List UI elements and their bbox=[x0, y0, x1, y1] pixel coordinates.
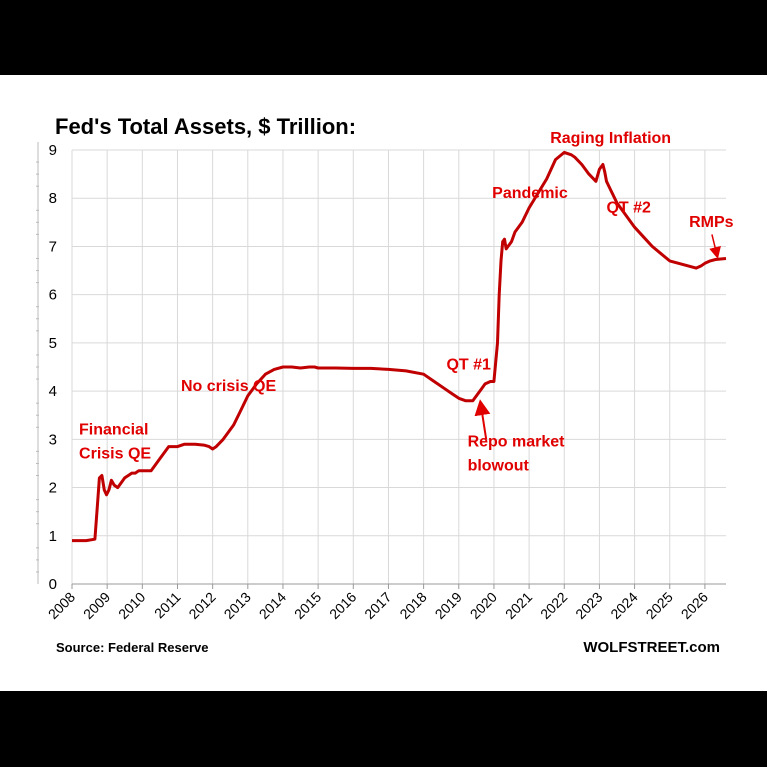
annotation-label: Financial bbox=[79, 422, 148, 439]
x-tick-label: 2009 bbox=[80, 589, 113, 622]
x-tick-label: 2012 bbox=[185, 589, 218, 622]
x-tick-label: 2013 bbox=[221, 589, 254, 622]
annotations: Financial Crisis QE No crisis QE QT #1 Pande… bbox=[79, 130, 734, 475]
y-tick-label: 0 bbox=[49, 576, 57, 593]
annotation-label: Raging Inflation bbox=[550, 130, 671, 147]
x-tick-label: 2025 bbox=[643, 589, 676, 622]
x-tick-label: 2026 bbox=[678, 589, 711, 622]
annotation-label: blowout bbox=[468, 458, 530, 475]
x-tick-label: 2019 bbox=[432, 589, 465, 622]
series-line bbox=[72, 150, 727, 543]
rmp-arrow bbox=[709, 234, 721, 260]
x-tick-label: 2018 bbox=[396, 589, 429, 622]
x-tick-label: 2021 bbox=[502, 589, 535, 622]
x-tick-label: 2016 bbox=[326, 589, 359, 622]
source-label: Source: Federal Reserve bbox=[56, 640, 208, 655]
y-tick-label: 4 bbox=[49, 383, 57, 400]
x-tick-label: 2024 bbox=[607, 589, 640, 622]
annotation-label: Pandemic bbox=[492, 185, 568, 202]
y-tick-label: 1 bbox=[49, 528, 57, 545]
y-tick-label: 9 bbox=[49, 142, 57, 159]
x-tick-label: 2008 bbox=[45, 589, 78, 622]
y-tick-label: 2 bbox=[49, 480, 57, 497]
x-tick-label: 2020 bbox=[467, 589, 500, 622]
series-group bbox=[72, 150, 727, 543]
annotation-label: QT #1 bbox=[446, 356, 491, 373]
y-tick-label: 8 bbox=[49, 190, 57, 207]
x-tick-label: 2022 bbox=[537, 589, 570, 622]
x-tick-label: 2011 bbox=[151, 589, 184, 622]
x-tick-label: 2010 bbox=[115, 589, 148, 622]
x-tick-label: 2023 bbox=[572, 589, 605, 622]
annotation-label: QT #2 bbox=[606, 200, 651, 217]
y-tick-label: 5 bbox=[49, 335, 57, 352]
brand-label: WOLFSTREET.com bbox=[583, 639, 720, 656]
axes bbox=[36, 142, 726, 589]
annotation-label: No crisis QE bbox=[181, 378, 276, 395]
y-tick-labels: 0 1 2 3 4 5 6 7 8 9 bbox=[49, 142, 57, 593]
y-tick-label: 6 bbox=[49, 287, 57, 304]
chart-title: Fed's Total Assets, $ Trillion: bbox=[55, 114, 356, 139]
x-tick-label: 2015 bbox=[291, 589, 324, 622]
annotation-arrows bbox=[474, 234, 721, 440]
y-tick-label: 3 bbox=[49, 431, 57, 448]
annotation-label: Repo market bbox=[468, 434, 566, 451]
repo-arrow bbox=[474, 399, 491, 440]
x-tick-label: 2014 bbox=[256, 589, 289, 622]
x-tick-labels: 2008 2009 2010 2011 2012 2013 2014 2015 2016 2017… bbox=[45, 589, 711, 622]
x-tick-label: 2017 bbox=[361, 589, 394, 622]
y-tick-label: 7 bbox=[49, 238, 57, 255]
annotation-label: RMPs bbox=[689, 214, 734, 231]
annotation-label: Crisis QE bbox=[79, 446, 151, 463]
